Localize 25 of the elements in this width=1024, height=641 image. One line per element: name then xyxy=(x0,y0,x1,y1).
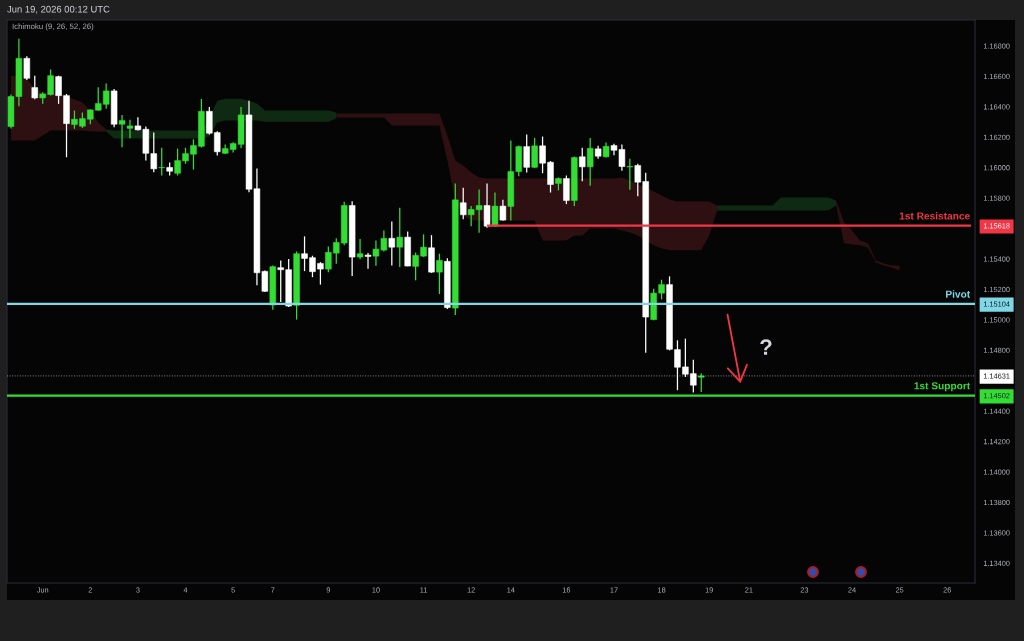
candlestick xyxy=(499,199,507,222)
candlestick xyxy=(523,133,530,174)
candlestick xyxy=(491,191,499,228)
candlestick xyxy=(698,372,705,393)
series-label: 1st Resistance xyxy=(899,212,970,220)
chart-title: Jun 19, 2026 00:12 UTC xyxy=(7,5,110,14)
candlestick xyxy=(364,252,372,270)
candlestick xyxy=(396,207,403,268)
candlestick xyxy=(460,187,467,220)
candlestick xyxy=(356,238,364,260)
candlestick xyxy=(126,119,134,139)
candlestick xyxy=(531,137,538,169)
annotation: ? xyxy=(760,339,772,355)
candlestick xyxy=(388,220,396,267)
candlestick xyxy=(563,174,570,205)
ref-line-label: 1st Support xyxy=(914,382,971,392)
candlestick xyxy=(436,253,443,295)
candlestick xyxy=(23,55,31,81)
candlestick xyxy=(626,158,634,191)
candlestick xyxy=(586,137,594,187)
candlestick xyxy=(483,182,491,229)
ref-line-label: Pivot xyxy=(946,290,971,298)
candlestick xyxy=(579,147,586,182)
candlestick xyxy=(118,114,126,148)
candlestick xyxy=(158,147,165,177)
